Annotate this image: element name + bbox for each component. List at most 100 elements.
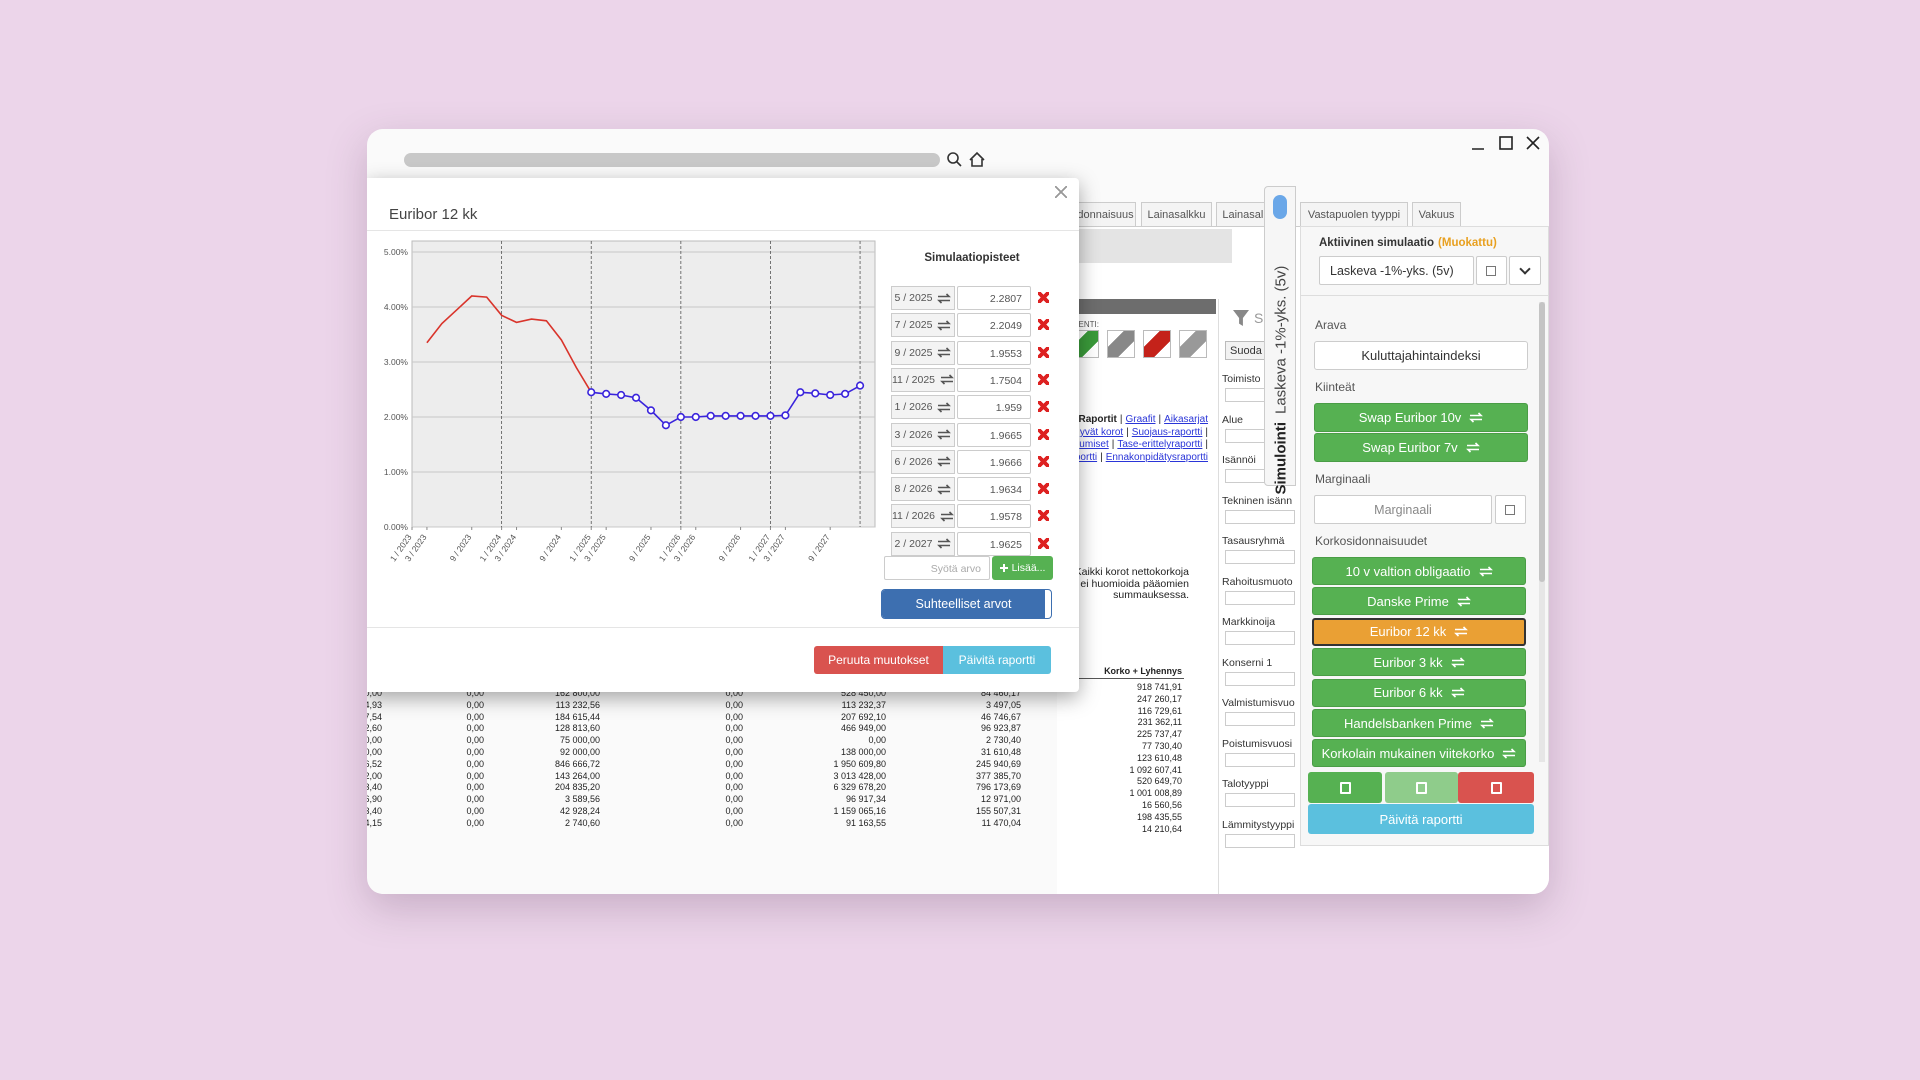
rate-button[interactable]: Kuluttajahintaindeksi [1314,341,1528,370]
table-cell: 91 163,55 [845,817,886,828]
point-date[interactable]: 9 / 2025 [891,340,955,365]
report-link[interactable]: Suojaus-raportti [1131,426,1203,438]
panel-refresh-button[interactable]: Päivitä raportti [1308,804,1534,834]
rate-button[interactable]: Handelsbanken Prime [1312,709,1526,737]
link-separator: | [1126,426,1129,438]
report-link[interactable]: umiset [1079,439,1109,451]
filter-label: Markkinoija [1222,616,1276,628]
modal-close[interactable] [1055,186,1067,198]
point-date[interactable]: 7 / 2025 [891,313,955,338]
point-value[interactable]: 2.2049 [957,313,1031,338]
point-value[interactable]: 1.9634 [957,477,1031,502]
table-cell: 0,00 [868,735,886,746]
point-value[interactable]: 1.959 [957,395,1031,420]
report-link[interactable]: Ennakonpidätysraportti [1105,452,1208,464]
point-date[interactable]: 5 / 2025 [891,286,955,310]
rate-button[interactable]: Danske Prime [1312,587,1526,616]
remove-point[interactable] [1038,483,1049,495]
rate-button[interactable]: Korkolain mukainen viitekorko [1312,739,1526,767]
point-marker [676,412,685,422]
report-link[interactable]: portti [1074,452,1098,464]
maximize-button[interactable] [1499,136,1513,150]
filter-input[interactable] [1225,509,1295,524]
rate-button[interactable]: Euribor 3 kk [1312,648,1526,677]
export-icon[interactable] [1179,330,1207,358]
point-value[interactable]: 1.9666 [957,449,1031,474]
remove-point[interactable] [1038,292,1049,303]
swap-arrows [937,320,952,331]
tab[interactable]: Vakuus [1412,202,1461,226]
point-value[interactable]: 1.9553 [957,340,1031,365]
report-link[interactable]: yvät korot [1079,426,1124,438]
remove-point[interactable] [1038,537,1049,549]
swap-icon [1502,748,1517,759]
point-value[interactable]: 1.9665 [957,422,1031,447]
checkbox[interactable] [1505,505,1515,515]
export-icon[interactable] [1143,330,1171,358]
report-link[interactable]: Aikasarjat [1164,414,1208,425]
rate-button[interactable]: Swap Euribor 10v [1314,403,1528,432]
table-cell: 13,40 [367,782,382,793]
point-value[interactable]: 1.9578 [957,504,1031,529]
point-date[interactable]: 3 / 2026 [891,422,955,447]
report-link[interactable]: Tase-erittelyraportti [1117,439,1203,451]
point-date[interactable]: 2 / 2027 [891,531,955,556]
rate-button[interactable]: Euribor 6 kk [1312,678,1526,707]
point-marker [811,389,820,398]
remove-point[interactable] [1038,401,1049,413]
home-icon[interactable] [969,151,985,167]
tab[interactable]: Vastapuolen tyyppi [1300,202,1408,226]
tab[interactable]: Lainasalkku [1141,202,1212,226]
point-date-text: 6 / 2026 [894,455,933,468]
remove-point[interactable] [1038,510,1049,522]
remove-point[interactable] [1038,346,1049,358]
filter-input[interactable] [1225,671,1295,686]
filter-input[interactable] [1225,752,1295,767]
value-input[interactable]: Syötä arvo [884,556,990,580]
point-date[interactable]: 11 / 2026 [891,504,955,529]
tab[interactable]: donnaisuus [1075,202,1136,226]
url-bar[interactable] [404,153,940,167]
report-link[interactable]: Graafit [1125,414,1156,425]
point-date[interactable]: 1 / 2026 [891,395,955,420]
table-cell: 528 450,00 [840,688,886,698]
point-value[interactable]: 2.2807 [957,286,1031,310]
remove-point[interactable] [1038,455,1049,467]
side-tab[interactable]: Simulointi Laskeva -1%-yks. (5v) [1264,186,1296,495]
table-cell: 0,00 [466,735,484,746]
refresh-button[interactable]: Päivitä raportti [943,646,1051,674]
delete-button[interactable] [1458,772,1534,803]
relative-values-button[interactable]: Suhteelliset arvot [881,589,1052,619]
remove-point[interactable] [1038,428,1049,440]
point-date[interactable]: 8 / 2026 [891,477,955,502]
point-value[interactable]: 1.9625 [957,531,1031,556]
rate-button[interactable]: Euribor 12 kk [1312,617,1526,646]
filter-input[interactable] [1225,712,1295,726]
filter-input[interactable] [1225,793,1295,807]
checkbox[interactable] [1486,266,1496,276]
filter-input[interactable] [1225,550,1295,564]
margin-input[interactable]: Marginaali [1314,495,1492,524]
filter-input[interactable] [1225,833,1295,848]
swap-icon [1450,687,1465,698]
export-icon[interactable] [1107,330,1135,358]
point-marker [796,388,805,397]
search-icon[interactable] [947,152,959,164]
link-separator: | [1205,439,1208,451]
rate-button[interactable]: Swap Euribor 7v [1314,433,1528,462]
save-button[interactable] [1308,772,1382,803]
point-date[interactable]: 11 / 2025 [891,367,955,392]
filter-input[interactable] [1225,631,1295,645]
filter-input[interactable] [1225,590,1295,605]
simulation-select[interactable]: Laskeva -1%-yks. (5v) [1319,256,1474,285]
close-button[interactable] [1526,136,1540,150]
remove-point[interactable] [1038,373,1049,385]
save-as-button[interactable] [1385,772,1458,803]
remove-point[interactable] [1038,319,1049,331]
point-date[interactable]: 6 / 2026 [891,449,955,474]
cancel-button[interactable]: Peruuta muutokset [814,646,943,674]
point-value[interactable]: 1.7504 [957,367,1031,392]
dropdown-button[interactable] [1509,256,1541,285]
add-button[interactable]: Lisää... [992,556,1053,580]
rate-button[interactable]: 10 v valtion obligaatio [1312,557,1526,585]
